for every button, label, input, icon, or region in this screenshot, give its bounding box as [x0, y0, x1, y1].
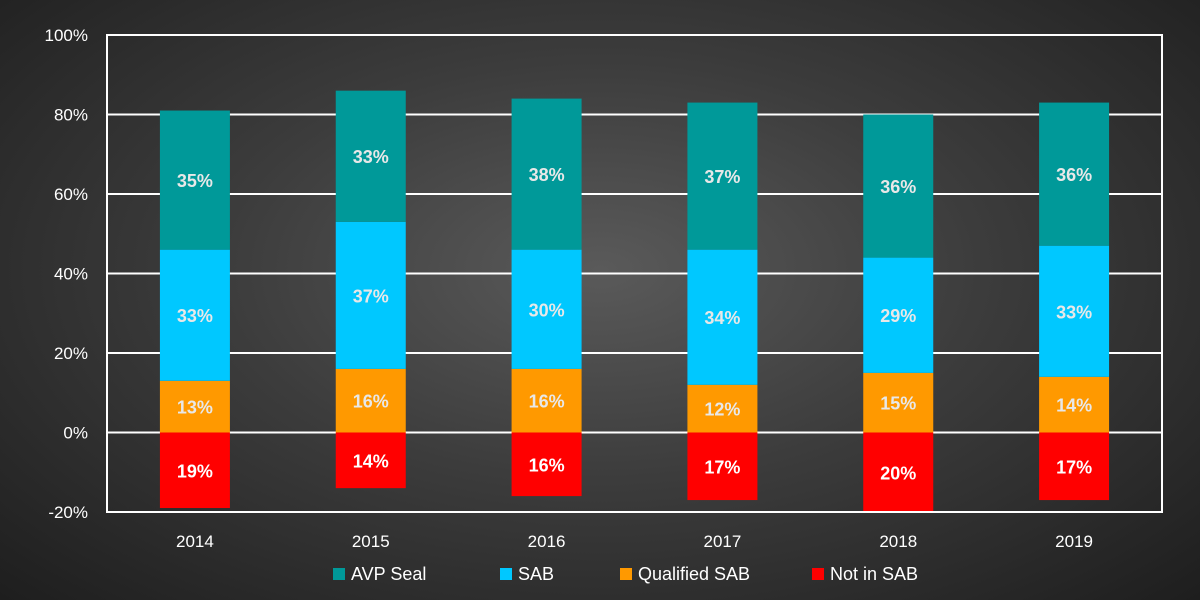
data-label: 16% [529, 392, 565, 412]
bar-segment [335, 90, 406, 222]
data-label: 36% [1056, 165, 1092, 185]
data-label: 13% [177, 398, 213, 418]
data-label: 12% [704, 400, 740, 420]
y-tick-label: 20% [54, 344, 88, 363]
bar-segment [335, 432, 406, 489]
bar-segment [511, 368, 582, 433]
legend: AVP Seal SAB Qualified SAB Not in SAB [333, 564, 918, 584]
y-tick-label: 60% [54, 185, 88, 204]
data-label: 16% [529, 455, 565, 475]
plot-border [106, 34, 1163, 513]
data-label: 20% [880, 463, 916, 483]
y-tick-label: 40% [54, 265, 88, 284]
bar-segment [511, 432, 582, 497]
x-tick-label: 2015 [352, 532, 390, 551]
x-tick-label: 2018 [879, 532, 917, 551]
data-label: 36% [880, 177, 916, 197]
data-label: 37% [353, 286, 389, 306]
data-label: 19% [177, 461, 213, 481]
gridlines [107, 34, 1162, 513]
bar-segment [1039, 376, 1110, 433]
bar-segment [511, 249, 582, 369]
bar-segment [511, 98, 582, 250]
legend-swatch [812, 568, 824, 580]
legend-label: Qualified SAB [638, 564, 750, 584]
x-tick-label: 2017 [704, 532, 742, 551]
bar-segment [687, 432, 758, 501]
bar-segment [159, 110, 230, 250]
data-label: 33% [177, 306, 213, 326]
bar-segment [335, 368, 406, 433]
bar-segment [863, 114, 934, 258]
data-label: 17% [1056, 457, 1092, 477]
y-tick-label: 0% [63, 424, 88, 443]
data-label: 29% [880, 306, 916, 326]
legend-swatch [500, 568, 512, 580]
bar-segment [1039, 432, 1110, 501]
bar-segment [687, 249, 758, 385]
y-tick-label: 80% [54, 106, 88, 125]
data-label: 16% [353, 392, 389, 412]
bar-segment [687, 102, 758, 250]
bar-segment [687, 384, 758, 433]
bar-segment [159, 249, 230, 381]
bars [159, 90, 1110, 512]
data-label: 14% [1056, 396, 1092, 416]
y-tick-label: 100% [45, 26, 88, 45]
y-tick-label: -20% [48, 503, 88, 522]
legend-swatch [620, 568, 632, 580]
data-label: 14% [353, 451, 389, 471]
legend-swatch [333, 568, 345, 580]
axes: 100% 80% 60% 40% 20% 0% -20% 2014 2015 2016 2017 20… [45, 26, 1163, 551]
bar-segment [335, 221, 406, 369]
data-label: 37% [704, 167, 740, 187]
bar-segment [159, 432, 230, 509]
legend-label: SAB [518, 564, 554, 584]
bar-segment [1039, 102, 1110, 246]
legend-label: AVP Seal [351, 564, 426, 584]
x-tick-label: 2014 [176, 532, 214, 551]
bar-segment [159, 380, 230, 433]
bar-segment [863, 372, 934, 433]
data-labels: 19% 13% 33% 35% 14% 16% 37% 33% 16% 16% 30% 38% 17% 1… [177, 147, 1092, 483]
data-label: 30% [529, 300, 565, 320]
bar-segment [863, 432, 934, 512]
data-label: 17% [704, 457, 740, 477]
data-label: 33% [353, 147, 389, 167]
x-tick-label: 2019 [1055, 532, 1093, 551]
data-label: 15% [880, 394, 916, 414]
data-label: 33% [1056, 302, 1092, 322]
x-tick-label: 2016 [528, 532, 566, 551]
bar-segment [1039, 245, 1110, 377]
data-label: 35% [177, 171, 213, 191]
legend-label: Not in SAB [830, 564, 918, 584]
data-label: 34% [704, 308, 740, 328]
bar-segment [863, 257, 934, 373]
data-label: 38% [529, 165, 565, 185]
